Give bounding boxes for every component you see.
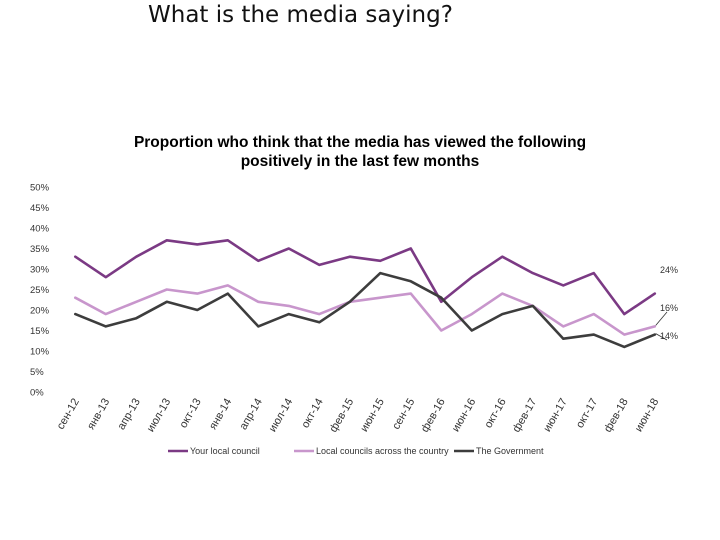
x-tick-label: сен-15 xyxy=(390,397,417,432)
x-tick-label: апр-14 xyxy=(237,397,264,433)
x-tick-label: янв-13 xyxy=(85,397,112,432)
chart-title: Proportion who think that the media has … xyxy=(80,133,640,171)
series-lines xyxy=(74,239,657,349)
y-tick-label: 50% xyxy=(30,183,50,194)
x-axis-ticks: сен-12 янв-13 апр-13 июл-13 окт-13 янв-14 апр-… xyxy=(55,397,662,435)
legend-label: Your local council xyxy=(190,446,260,456)
legend-label: Local councils across the country xyxy=(316,446,449,456)
x-tick-label: фев-15 xyxy=(327,397,356,435)
x-tick-label: июл-13 xyxy=(145,397,174,435)
chart-title-line-1: Proportion who think that the media has … xyxy=(133,134,587,151)
series-line-1 xyxy=(74,239,657,316)
series-line-3 xyxy=(74,271,657,349)
x-tick-label: окт-17 xyxy=(574,397,600,431)
y-tick-label: 0% xyxy=(30,388,44,399)
y-tick-label: 35% xyxy=(30,244,50,255)
chart-title-line-2: positively in the last few months xyxy=(240,153,480,170)
slide-title: What is the media saying? xyxy=(148,2,453,28)
y-tick-label: 5% xyxy=(30,367,44,378)
y-tick-label: 25% xyxy=(30,285,50,296)
x-tick-label: фев-16 xyxy=(419,397,448,435)
legend: Your local council Local councils across … xyxy=(168,446,544,456)
y-tick-label: 40% xyxy=(30,224,50,235)
end-data-label: 16% xyxy=(660,303,678,313)
x-tick-label: июн-15 xyxy=(358,397,387,435)
x-tick-label: июл-14 xyxy=(267,397,296,435)
x-tick-label: апр-13 xyxy=(115,397,142,433)
y-tick-label: 15% xyxy=(30,326,50,337)
end-data-labels: 24% 16% 14% xyxy=(655,265,678,341)
legend-label: The Government xyxy=(476,446,544,456)
end-data-label: 24% xyxy=(660,265,678,275)
x-tick-label: янв-14 xyxy=(207,397,234,432)
y-axis-ticks: 0% 5% 10% 15% 20% 25% 30% 35% 40% 45% 50% xyxy=(30,183,50,399)
x-tick-label: окт-13 xyxy=(177,397,203,431)
end-data-label: 14% xyxy=(660,331,678,341)
y-tick-label: 10% xyxy=(30,347,50,358)
data-label-leader xyxy=(655,333,668,341)
y-tick-label: 20% xyxy=(30,306,50,317)
y-tick-label: 30% xyxy=(30,265,50,276)
x-tick-label: сен-12 xyxy=(55,397,82,432)
x-tick-label: фев-18 xyxy=(602,397,631,435)
series-line-2 xyxy=(74,284,657,336)
data-label-leader xyxy=(655,311,668,326)
x-tick-label: июн-17 xyxy=(541,397,570,435)
y-tick-label: 45% xyxy=(30,203,50,214)
x-tick-label: июн-18 xyxy=(633,397,662,435)
x-tick-label: окт-14 xyxy=(299,397,325,431)
x-tick-label: июн-16 xyxy=(450,397,479,435)
x-tick-label: окт-16 xyxy=(482,397,508,431)
x-tick-label: фев-17 xyxy=(510,397,539,435)
